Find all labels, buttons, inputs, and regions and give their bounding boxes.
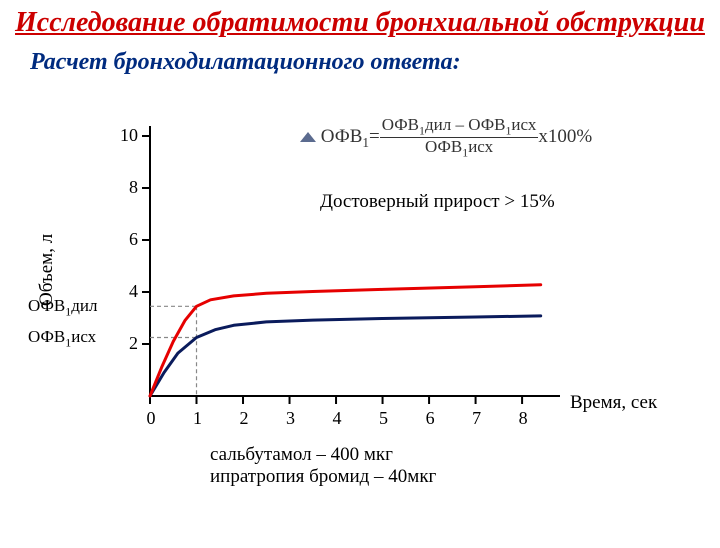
x-axis-label: Время, сек: [570, 392, 657, 414]
x-tick: 7: [468, 408, 486, 429]
y-tick: 4: [112, 281, 138, 302]
y-tick: 6: [112, 229, 138, 250]
formula-marker-icon: [300, 132, 316, 142]
footer-line1: сальбутамол – 400 мкг: [210, 444, 436, 466]
formula-denominator: ОФВ1исх: [380, 138, 539, 159]
series-label-isx: ОФВ1исх: [28, 327, 96, 350]
y-axis-label: Объем, л: [36, 234, 58, 306]
x-tick: 1: [189, 408, 207, 429]
page-title: Исследование обратимости бронхиальной об…: [0, 8, 720, 39]
x-tick: 8: [514, 408, 532, 429]
y-tick: 10: [112, 125, 138, 146]
footer-line2: ипратропия бромид – 40мкг: [210, 466, 436, 488]
formula-numerator: ОФВ1дил – ОФВ1исх: [380, 116, 539, 138]
series-label-dil: ОФВ1дил: [28, 296, 97, 319]
formula-suffix: x100%: [538, 126, 592, 147]
page-subtitle: Расчет бронходилатационного ответа:: [30, 49, 720, 76]
x-tick: 4: [328, 408, 346, 429]
chart-region: Объем, л Время, сек ОФВ1дил ОФВ1исх ОФВ1…: [0, 76, 720, 506]
x-tick: 6: [421, 408, 439, 429]
x-tick: 2: [235, 408, 253, 429]
growth-note: Достоверный прирост > 15%: [320, 191, 555, 213]
y-tick: 8: [112, 177, 138, 198]
x-tick: 3: [282, 408, 300, 429]
formula-lhs: ОФВ1=: [321, 126, 380, 147]
x-tick: 5: [375, 408, 393, 429]
x-tick: 0: [142, 408, 160, 429]
y-tick: 2: [112, 333, 138, 354]
formula: ОФВ1= ОФВ1дил – ОФВ1исх ОФВ1исх x100%: [300, 116, 592, 159]
drug-footer: сальбутамол – 400 мкг ипратропия бромид …: [210, 444, 436, 488]
